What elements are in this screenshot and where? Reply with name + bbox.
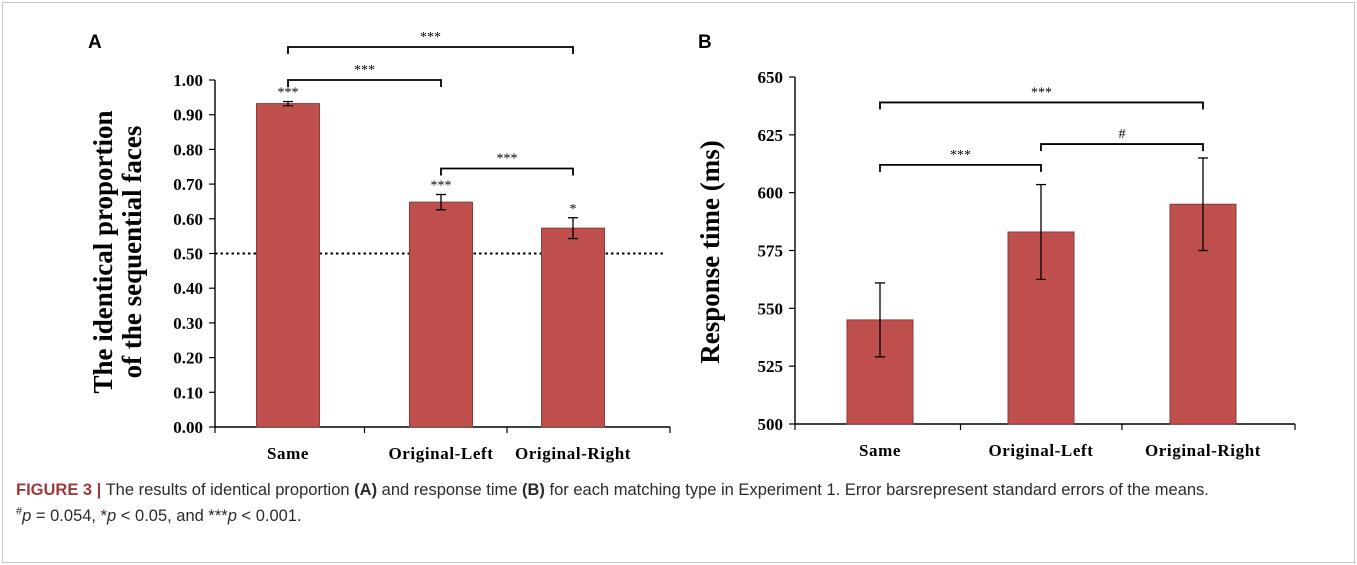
caption-p-3: p <box>227 507 237 525</box>
y-tick-label: 0.60 <box>173 210 203 229</box>
comparison-bracket <box>440 167 574 176</box>
comparison-label: *** <box>1031 85 1052 100</box>
panel-b-letter: B <box>698 32 712 53</box>
x-category-label: Original-Left <box>988 441 1093 460</box>
caption-figure-label: FIGURE 3 | <box>16 481 102 499</box>
y-tick-label: 1.00 <box>173 71 203 90</box>
bar-significance-label: *** <box>431 179 452 194</box>
x-category-label: Same <box>859 441 901 460</box>
comparison-label: *** <box>950 148 971 163</box>
y-tick-label: 0.50 <box>173 245 203 264</box>
x-category-label: Original-Right <box>1145 441 1261 460</box>
x-category-label: Original-Right <box>515 444 631 463</box>
panel-a-letter: A <box>88 32 102 53</box>
y-axis-title-line: Response time (ms) <box>695 140 725 363</box>
caption-p-2: p <box>107 507 117 525</box>
y-tick-label: 0.30 <box>173 314 203 333</box>
comparison-label: # <box>1119 127 1126 142</box>
bar <box>256 103 320 428</box>
caption-text-2: and response time <box>381 481 518 499</box>
caption-p-1: p <box>22 507 32 525</box>
caption-text-1: The results of identical proportion <box>105 481 350 499</box>
caption-panel-a-ref: (A) <box>354 481 378 499</box>
figure-caption: FIGURE 3 | The results of identical prop… <box>16 477 1336 529</box>
chart-panel-a: 0.00 0.10 0.20 0.30 0.40 0.50 0.60 0.70 0.80 0.90… <box>88 30 671 463</box>
y-axis-title-line: The identical proportion <box>88 110 118 393</box>
y-tick-label: 525 <box>758 357 784 376</box>
x-category-label: Original-Left <box>388 444 493 463</box>
bar-significance-label: * <box>570 202 577 217</box>
y-axis-title: The identical proportionof the sequentia… <box>88 110 147 393</box>
y-tick-label: 0.70 <box>173 175 203 194</box>
bar <box>409 201 473 428</box>
comparison-bracket <box>287 46 574 55</box>
comparison-bracket <box>287 79 442 87</box>
comparison-bracket <box>1040 143 1204 152</box>
y-axis-title-line: of the sequential faces <box>117 126 147 379</box>
chart-panel-b: 500 525 550 575 600 625 650 Same Original-Left Or… <box>695 68 1296 460</box>
caption-hash-sup: # <box>16 505 23 518</box>
caption-text-3: for each matching type in Experiment 1. … <box>549 481 1209 499</box>
caption-hash-value: = 0.054, * <box>35 507 108 525</box>
comparison-label: *** <box>354 63 375 78</box>
y-axis-title: Response time (ms) <box>695 140 725 363</box>
x-category-label: Same <box>267 444 309 463</box>
y-tick-label: 550 <box>758 299 784 318</box>
y-tick-label: 0.80 <box>173 140 203 159</box>
y-tick-label: 0.10 <box>173 383 203 402</box>
caption-panel-b-ref: (B) <box>522 481 545 499</box>
y-tick-label: 625 <box>758 126 784 145</box>
y-tick-label: 500 <box>758 415 784 434</box>
bar-significance-label: *** <box>278 86 299 101</box>
figure-canvas: A B 0.00 0.10 0.20 0.30 0.40 0.50 0.60 0.70 0.80… <box>88 30 1296 463</box>
y-tick-label: 600 <box>758 184 784 203</box>
y-tick-label: 650 <box>758 68 784 87</box>
y-tick-label: 0.20 <box>173 349 203 368</box>
y-tick-label: 0.00 <box>173 418 203 437</box>
comparison-bracket <box>879 101 1204 110</box>
comparison-bracket <box>879 164 1042 172</box>
comparison-label: *** <box>497 151 518 166</box>
caption-triple-value: < 0.001. <box>241 507 302 525</box>
bar <box>541 227 605 428</box>
comparison-label: *** <box>420 30 441 45</box>
y-tick-label: 575 <box>758 242 784 261</box>
y-tick-label: 0.40 <box>173 279 203 298</box>
y-tick-label: 0.90 <box>173 106 203 125</box>
caption-star-value: < 0.05, and *** <box>120 507 228 525</box>
